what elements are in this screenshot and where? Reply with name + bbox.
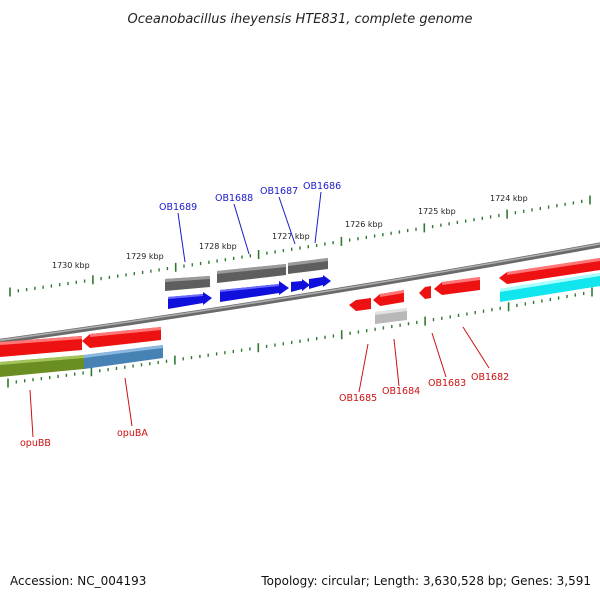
gene-label-ob1687: OB1687 — [260, 186, 298, 197]
gene-label-opubb: opuBB — [20, 438, 51, 449]
gene-ob1689[interactable] — [168, 292, 212, 309]
gene-label-ob1683: OB1683 — [428, 378, 466, 389]
forward-genes — [165, 258, 600, 309]
tick-label-1728: 1728 kbp — [199, 242, 237, 251]
tick-label-1725: 1725 kbp — [418, 207, 456, 216]
accession-text: Accession: NC_004193 — [10, 574, 147, 588]
gene-label-ob1686: OB1686 — [303, 181, 341, 192]
gene-cyan-right[interactable] — [500, 273, 600, 302]
gene-label-ob1688: OB1688 — [215, 193, 253, 204]
genome-backbone-highlight — [0, 243, 600, 342]
tick-label-1726: 1726 kbp — [345, 220, 383, 229]
gene-label-ob1684: OB1684 — [382, 386, 420, 397]
genome-summary-text: Topology: circular; Length: 3,630,528 bp… — [261, 574, 591, 588]
gene-opuba[interactable] — [84, 345, 163, 369]
tick-label-1730: 1730 kbp — [52, 261, 90, 270]
tick-label-1724: 1724 kbp — [490, 194, 528, 203]
gene-ob1687[interactable] — [291, 279, 310, 292]
tick-label-1727: 1727 kbp — [272, 232, 310, 241]
label-leaders — [29, 191, 490, 438]
gene-ob1683[interactable] — [419, 286, 431, 299]
lower-scale-ticks — [7, 287, 593, 388]
gene-label-ob1685: OB1685 — [339, 393, 377, 404]
gene-label-opuba: opuBA — [117, 428, 148, 439]
gene-label-ob1689: OB1689 — [159, 202, 197, 213]
tick-label-1729: 1729 kbp — [126, 252, 164, 261]
gene-ob1686[interactable] — [309, 275, 331, 289]
genome-title: Oceanobacillus iheyensis HTE831, complet… — [128, 12, 473, 27]
gene-ob1685[interactable] — [349, 298, 371, 311]
reverse-genes — [0, 277, 480, 377]
gene-label-ob1682: OB1682 — [471, 372, 509, 383]
genome-backbone — [0, 242, 600, 344]
upper-scale-ticks — [9, 195, 591, 297]
gene-red-left-2[interactable] — [82, 327, 161, 348]
